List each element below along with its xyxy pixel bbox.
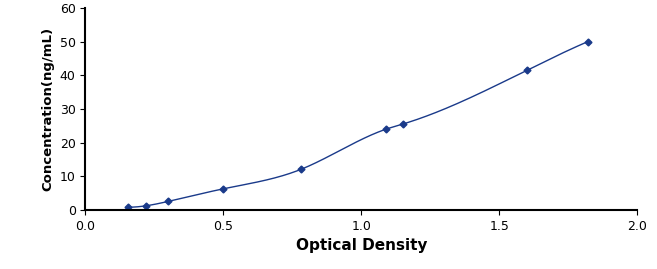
X-axis label: Optical Density: Optical Density bbox=[296, 238, 427, 253]
Y-axis label: Concentration(ng/mL): Concentration(ng/mL) bbox=[41, 27, 54, 191]
